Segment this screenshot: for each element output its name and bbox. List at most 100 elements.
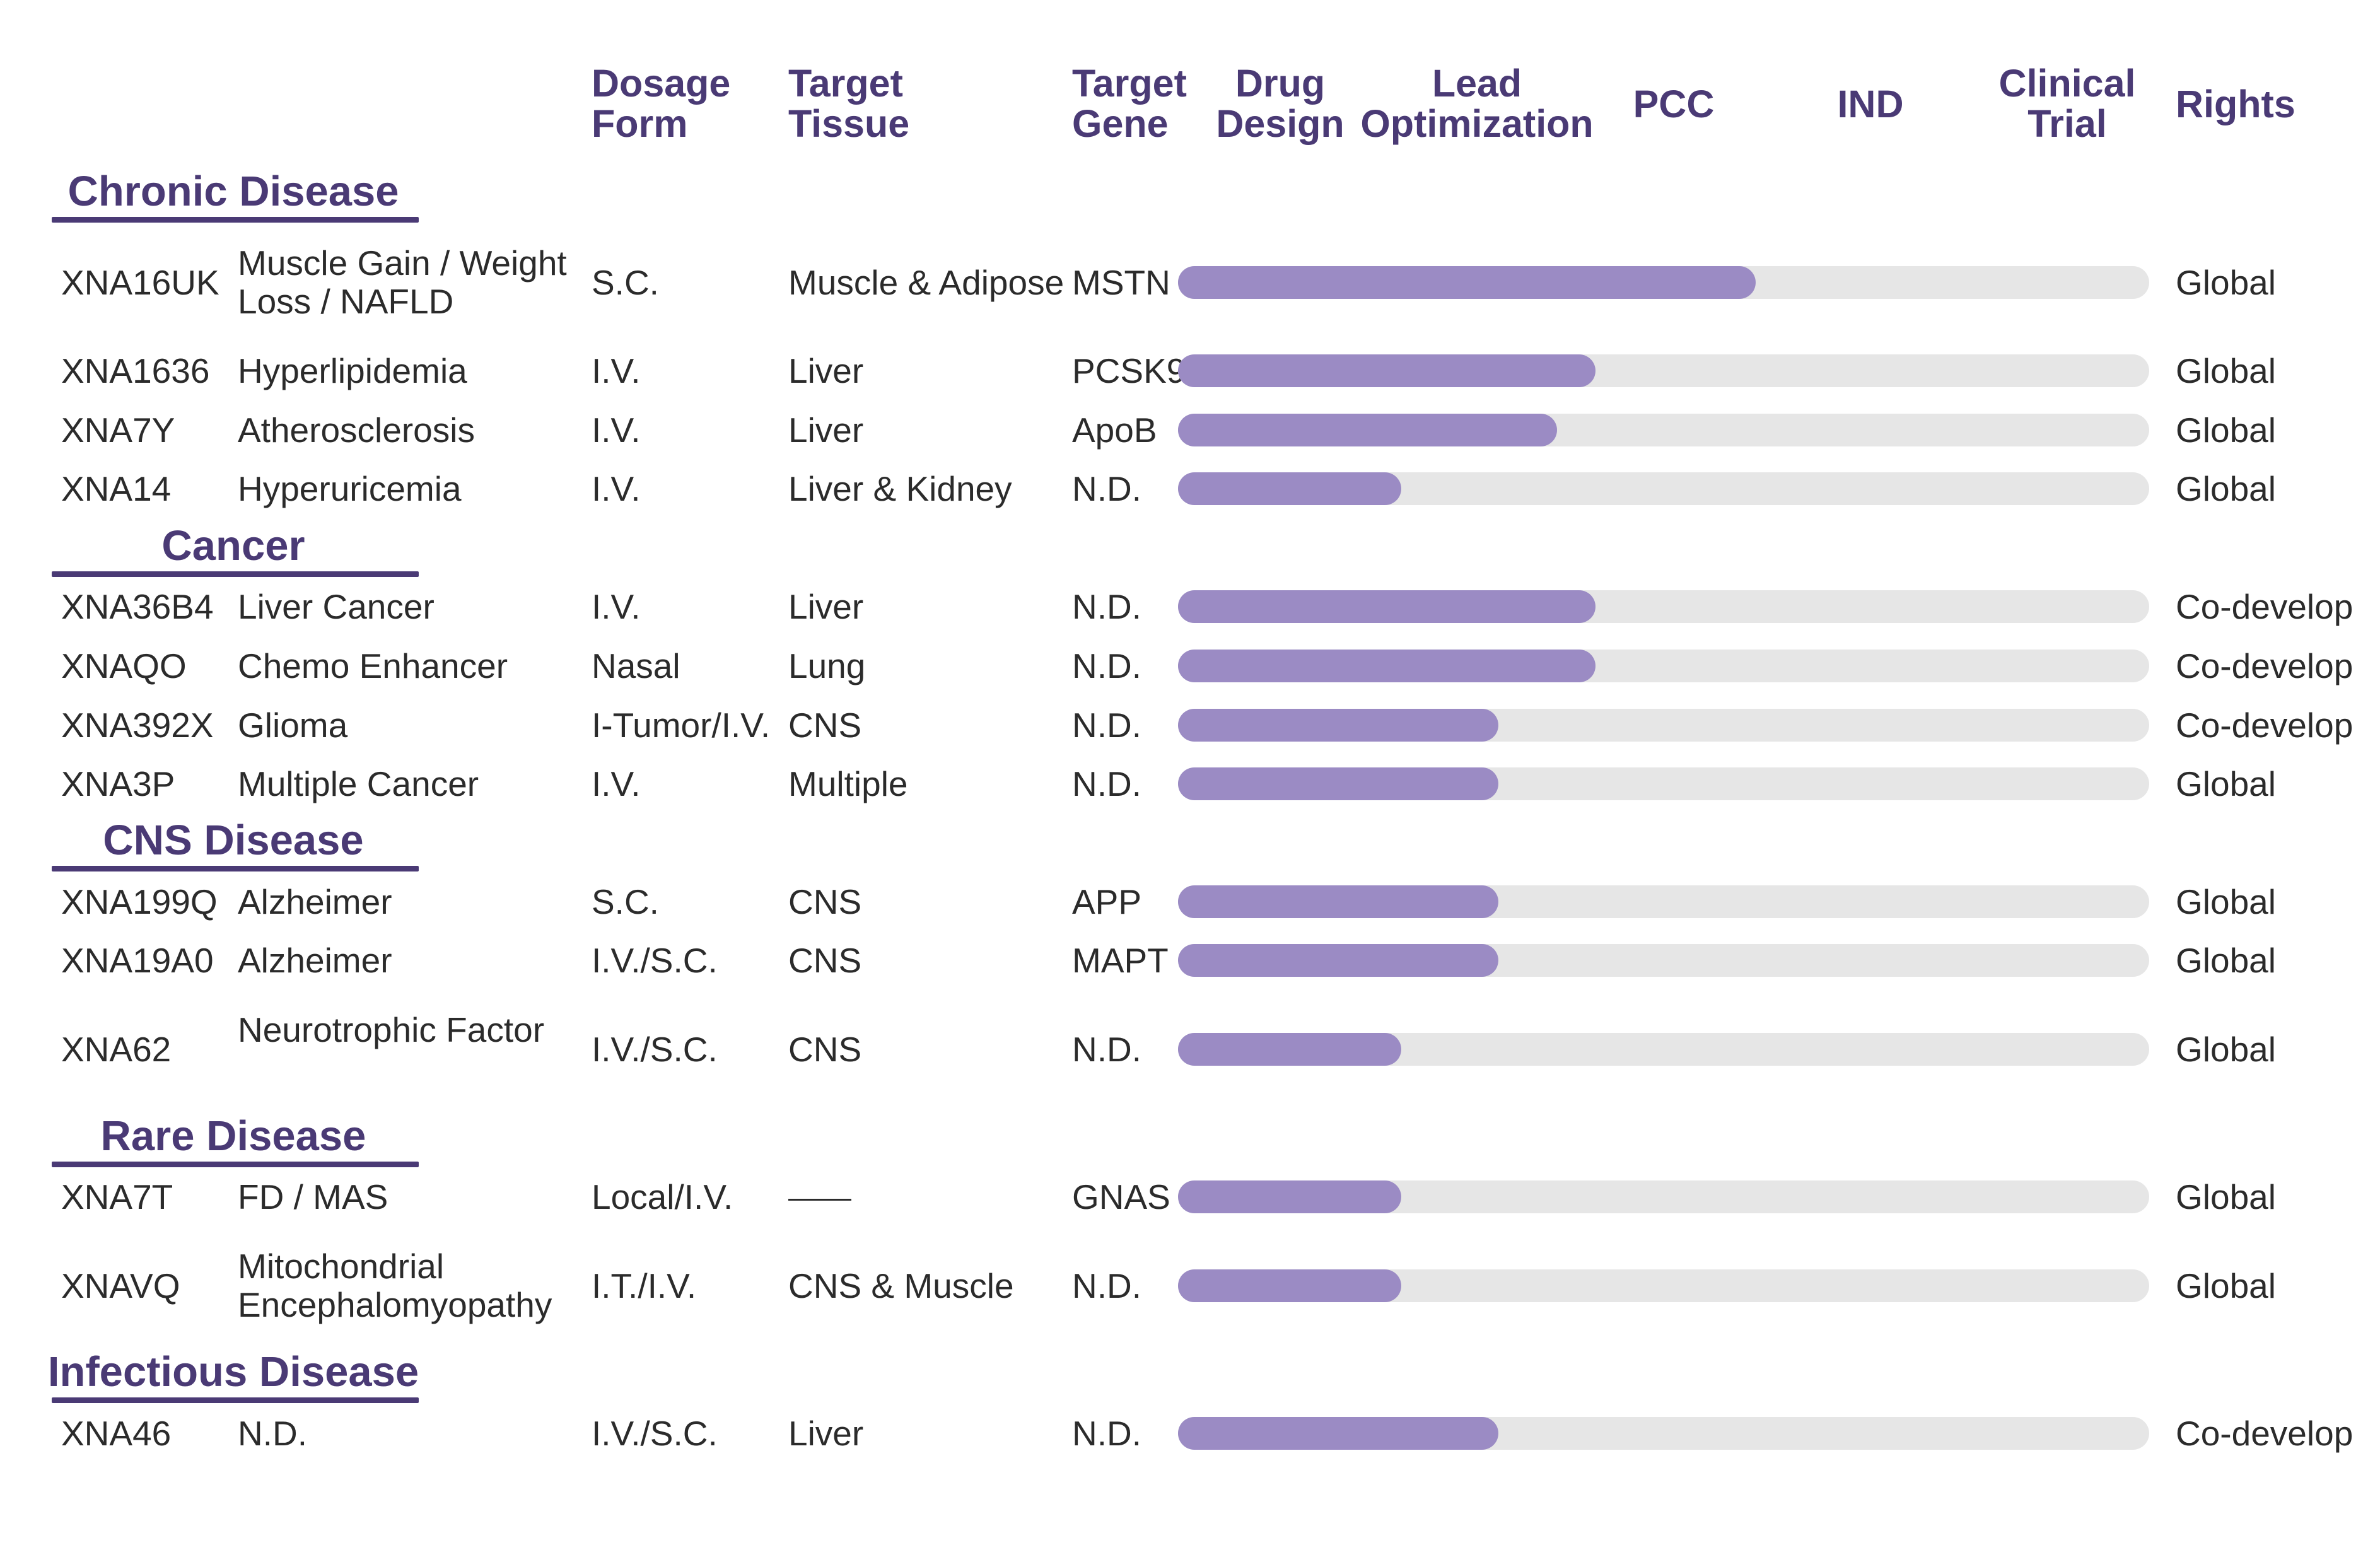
progress-fill xyxy=(1178,767,1498,800)
program-target-gene: N.D. xyxy=(1072,587,1141,626)
progress-fill xyxy=(1178,1033,1401,1066)
program-target-gene: N.D. xyxy=(1072,764,1141,803)
header-stage-ind: IND xyxy=(1837,83,1904,125)
program-dosage-form: I.T./I.V. xyxy=(592,1266,697,1305)
progress-track xyxy=(1178,767,2149,800)
progress-track xyxy=(1178,1033,2149,1066)
program-target-gene: MAPT xyxy=(1072,941,1169,980)
program-rights: Co-develop xyxy=(2176,1414,2354,1453)
program-dosage-form: I.V. xyxy=(592,411,641,450)
program-target-gene: MSTN xyxy=(1072,263,1170,302)
progress-fill xyxy=(1178,590,1595,623)
program-target-tissue: CNS xyxy=(788,706,862,745)
target-tissue-dash xyxy=(788,1178,851,1216)
program-indication: Hyperuricemia xyxy=(238,469,462,508)
category-title: Chronic Disease xyxy=(67,168,399,215)
program-code: XNA14 xyxy=(61,469,172,508)
program-code: XNAVQ xyxy=(61,1266,180,1305)
category-underline xyxy=(52,1397,419,1403)
program-target-gene: N.D. xyxy=(1072,1266,1141,1305)
progress-track xyxy=(1178,885,2149,918)
program-code: XNA199Q xyxy=(61,882,218,921)
program-code: XNA3P xyxy=(61,764,175,803)
progress-track xyxy=(1178,590,2149,623)
program-rights: Global xyxy=(2176,469,2276,508)
dash-line xyxy=(788,1198,851,1201)
program-target-tissue: CNS xyxy=(788,1030,862,1069)
program-target-gene: ApoB xyxy=(1072,411,1157,450)
program-target-gene: PCSK9 xyxy=(1072,351,1186,390)
header-target-tissue: Target Tissue xyxy=(788,62,910,145)
program-code: XNA16UK xyxy=(61,263,219,302)
program-target-gene: GNAS xyxy=(1072,1177,1170,1216)
program-rights: Global xyxy=(2176,1177,2276,1216)
program-indication: Alzheimer xyxy=(238,941,392,980)
program-dosage-form: I.V./S.C. xyxy=(592,1414,718,1453)
program-target-gene: N.D. xyxy=(1072,1414,1141,1453)
progress-fill xyxy=(1178,354,1595,387)
progress-track xyxy=(1178,266,2149,299)
program-rights: Global xyxy=(2176,941,2276,980)
program-target-tissue: Liver & Kidney xyxy=(788,469,1012,508)
progress-fill xyxy=(1178,944,1498,977)
category-title: Cancer xyxy=(161,522,305,569)
progress-track xyxy=(1178,472,2149,505)
program-code: XNA19A0 xyxy=(61,941,214,980)
program-dosage-form: S.C. xyxy=(592,263,659,302)
header-rights: Rights xyxy=(2176,83,2295,125)
category-underline xyxy=(52,571,419,577)
program-rights: Co-develop xyxy=(2176,646,2354,685)
program-indication: Atherosclerosis xyxy=(238,411,475,450)
progress-fill xyxy=(1178,472,1401,505)
program-target-gene: N.D. xyxy=(1072,1030,1141,1069)
category-title: CNS Disease xyxy=(103,817,364,864)
header-stage-drug-design: Drug Design xyxy=(1216,62,1345,145)
program-indication: Multiple Cancer xyxy=(238,764,479,803)
program-rights: Global xyxy=(2176,1266,2276,1305)
progress-track xyxy=(1178,709,2149,742)
program-code: XNA62 xyxy=(61,1030,172,1069)
program-code: XNA7Y xyxy=(61,411,175,450)
progress-track xyxy=(1178,944,2149,977)
program-indication: Alzheimer xyxy=(238,882,392,921)
program-rights: Co-develop xyxy=(2176,706,2354,745)
program-target-gene: APP xyxy=(1072,882,1142,921)
program-indication: Neurotrophic Factor xyxy=(238,1010,545,1049)
program-code: XNA392X xyxy=(61,706,214,745)
program-indication: Mitochondrial Encephalomyopathy xyxy=(238,1247,552,1324)
program-target-tissue: Liver xyxy=(788,411,864,450)
progress-fill xyxy=(1178,1180,1401,1213)
category-underline xyxy=(52,1162,419,1167)
progress-track xyxy=(1178,650,2149,682)
progress-track xyxy=(1178,1417,2149,1450)
program-target-tissue: CNS & Muscle xyxy=(788,1266,1014,1305)
program-target-tissue: CNS xyxy=(788,882,862,921)
program-target-tissue: Multiple xyxy=(788,764,908,803)
progress-track xyxy=(1178,354,2149,387)
header-stage-lead-optimization: Lead Optimization xyxy=(1360,62,1594,145)
program-rights: Global xyxy=(2176,411,2276,450)
program-rights: Global xyxy=(2176,351,2276,390)
category-underline xyxy=(52,217,419,223)
progress-fill xyxy=(1178,885,1498,918)
program-code: XNA1636 xyxy=(61,351,210,390)
program-dosage-form: I.V. xyxy=(592,351,641,390)
progress-fill xyxy=(1178,650,1595,682)
program-rights: Global xyxy=(2176,1030,2276,1069)
program-dosage-form: Local/I.V. xyxy=(592,1177,733,1216)
program-dosage-form: S.C. xyxy=(592,882,659,921)
program-dosage-form: I.V. xyxy=(592,764,641,803)
program-code: XNA46 xyxy=(61,1414,172,1453)
program-indication: Chemo Enhancer xyxy=(238,646,508,685)
header-dosage-form: Dosage Form xyxy=(592,62,731,145)
program-code: XNA36B4 xyxy=(61,587,214,626)
progress-fill xyxy=(1178,709,1498,742)
program-code: XNAQO xyxy=(61,646,187,685)
program-dosage-form: I.V./S.C. xyxy=(592,1030,718,1069)
program-indication: FD / MAS xyxy=(238,1177,388,1216)
program-indication: Muscle Gain / Weight Loss / NAFLD xyxy=(238,243,567,321)
program-indication: N.D. xyxy=(238,1414,307,1453)
program-target-gene: N.D. xyxy=(1072,469,1141,508)
program-code: XNA7T xyxy=(61,1177,173,1216)
